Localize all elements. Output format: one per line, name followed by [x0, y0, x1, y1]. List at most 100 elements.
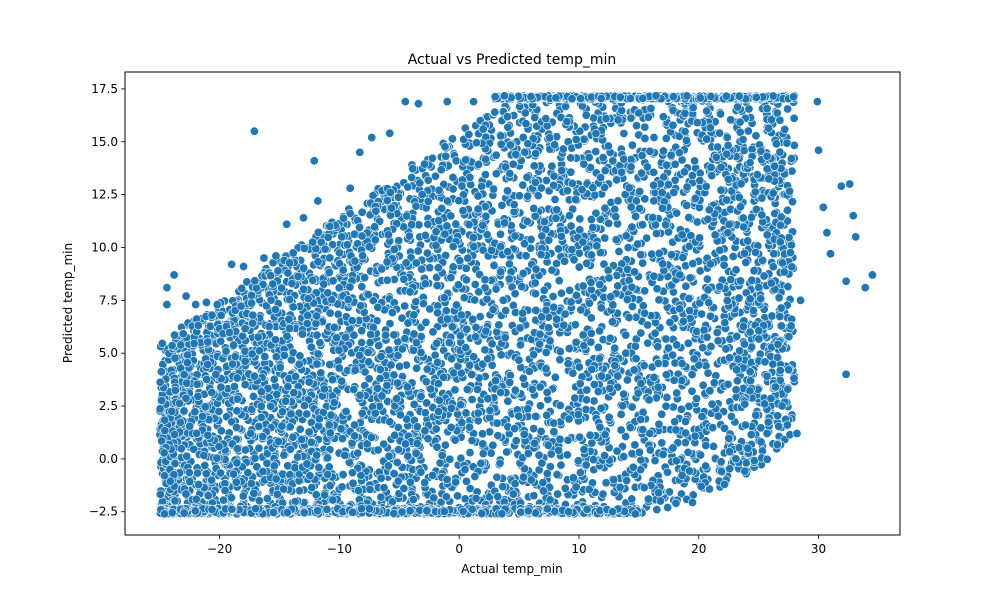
data-point: [780, 124, 790, 134]
data-point: [269, 461, 279, 471]
data-point: [688, 103, 698, 113]
data-point: [434, 395, 444, 405]
data-point: [445, 454, 455, 464]
data-point: [622, 295, 632, 305]
data-point: [713, 411, 723, 421]
data-point: [566, 167, 576, 177]
data-point: [640, 286, 650, 296]
data-point: [705, 259, 715, 269]
data-point: [473, 191, 483, 201]
data-point: [584, 152, 594, 162]
data-point: [496, 229, 506, 239]
data-point: [745, 386, 755, 396]
data-point: [200, 460, 210, 470]
data-point: [545, 495, 555, 505]
data-point: [674, 148, 684, 158]
data-point: [776, 303, 786, 313]
data-point: [654, 488, 664, 498]
data-point: [349, 330, 359, 340]
data-point: [786, 240, 796, 250]
data-point: [696, 450, 706, 460]
data-point: [555, 400, 565, 410]
data-point: [743, 126, 753, 136]
data-point: [740, 420, 750, 430]
data-point: [644, 395, 654, 405]
data-point: [582, 385, 592, 395]
data-point: [375, 374, 385, 384]
data-point: [542, 387, 552, 397]
data-point: [789, 113, 799, 123]
data-point: [746, 376, 756, 386]
data-point: [631, 211, 641, 221]
data-point: [214, 407, 224, 417]
data-point: [503, 186, 513, 196]
data-point: [434, 216, 444, 226]
data-point: [636, 328, 646, 338]
data-point: [550, 195, 560, 205]
data-point: [681, 417, 691, 427]
data-point: [366, 329, 376, 339]
data-point: [593, 342, 603, 352]
data-point: [337, 434, 347, 444]
data-point: [453, 491, 463, 501]
data-point: [442, 196, 452, 206]
data-point: [329, 322, 339, 332]
data-point: [374, 341, 384, 351]
data-point: [306, 342, 316, 352]
data-point: [747, 275, 757, 285]
data-point: [373, 383, 383, 393]
data-point: [661, 334, 671, 344]
data-point: [713, 142, 723, 152]
data-point: [762, 104, 772, 114]
data-point: [653, 382, 663, 392]
data-point: [306, 437, 316, 447]
data-point: [772, 108, 782, 118]
data-point: [680, 438, 690, 448]
data-point: [498, 295, 508, 305]
data-point: [741, 458, 751, 468]
data-point: [555, 355, 565, 365]
data-point: [777, 258, 787, 268]
data-point: [440, 142, 450, 152]
data-point: [643, 112, 653, 122]
data-point: [395, 410, 405, 420]
data-point: [690, 156, 700, 166]
data-point: [776, 321, 786, 331]
data-point: [518, 268, 528, 278]
data-point: [576, 305, 586, 315]
data-point: [250, 276, 260, 286]
data-point: [179, 370, 189, 380]
data-point: [269, 374, 279, 384]
data-point: [314, 414, 324, 424]
data-point: [694, 360, 704, 370]
data-point: [170, 385, 180, 395]
data-point: [394, 236, 404, 246]
data-point: [695, 233, 705, 243]
data-point: [496, 387, 506, 397]
data-point: [668, 443, 678, 453]
data-point: [480, 170, 490, 180]
data-point: [610, 204, 620, 214]
data-point: [392, 378, 402, 388]
data-point: [789, 373, 799, 383]
data-point: [332, 333, 342, 343]
data-point: [725, 464, 735, 474]
data-point: [645, 428, 655, 438]
data-point: [503, 396, 513, 406]
data-point: [357, 326, 367, 336]
data-point: [397, 344, 407, 354]
data-point: [441, 151, 451, 161]
data-point: [571, 194, 581, 204]
data-point: [240, 380, 250, 390]
data-point: [595, 422, 605, 432]
data-point: [320, 244, 330, 254]
data-point: [170, 430, 180, 440]
data-point: [246, 479, 256, 489]
data-point: [654, 248, 664, 258]
data-point: [334, 283, 344, 293]
data-point: [684, 401, 694, 411]
data-point: [338, 213, 348, 223]
data-point: [357, 408, 367, 418]
data-point: [665, 317, 675, 327]
data-point: [523, 191, 533, 201]
